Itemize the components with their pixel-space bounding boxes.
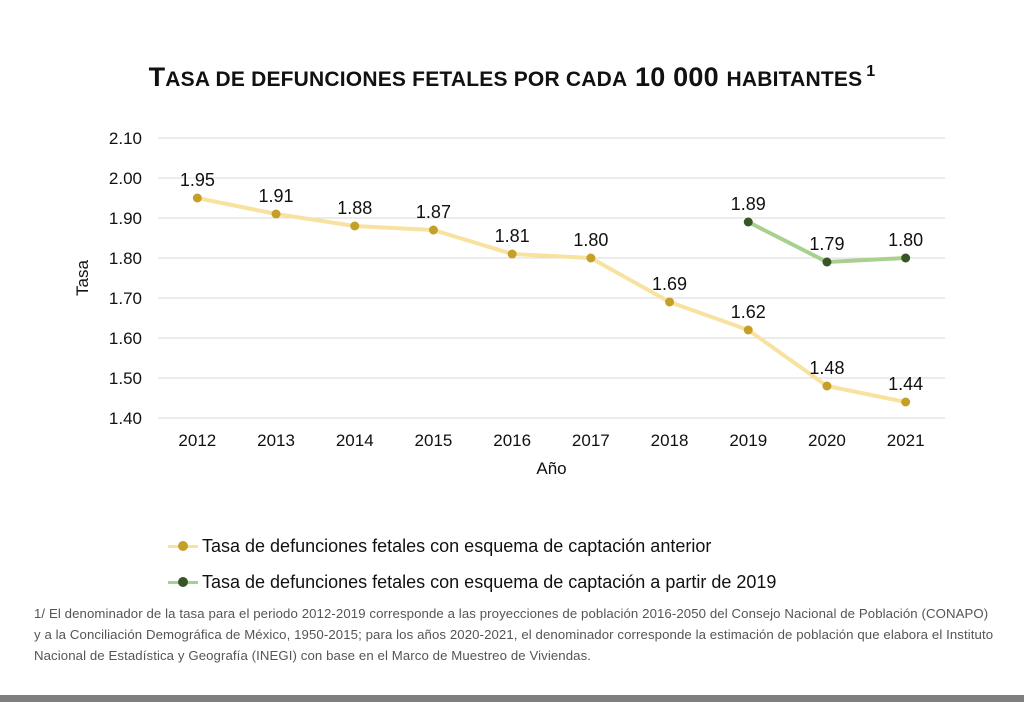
y-tick-label: 2.00 [109,169,142,188]
data-label: 1.48 [809,358,844,378]
series-line-0 [195,196,908,404]
legend-label-anterior: Tasa de defunciones fetales con esquema … [202,535,712,556]
data-point [271,209,281,219]
data-point [743,325,753,335]
legend-item-2019: Tasa de defunciones fetales con esquema … [168,564,776,600]
legend-item-anterior: Tasa de defunciones fetales con esquema … [168,528,776,564]
data-point [901,253,911,263]
data-label: 1.95 [180,170,215,190]
y-tick-label: 2.10 [109,129,142,148]
x-tick-label: 2014 [336,431,374,450]
data-point [507,249,517,259]
chart-title: TASA DE DEFUNCIONES FETALES POR CADA 10 … [148,62,876,92]
data-point [428,225,438,235]
data-label: 1.80 [888,230,923,250]
y-tick-label: 1.70 [109,289,142,308]
data-point [586,253,596,263]
footnote: 1/ El denominador de la tasa para el per… [34,606,994,663]
y-tick-label: 1.80 [109,249,142,268]
y-tick-label: 1.40 [109,409,142,428]
data-point [743,217,753,227]
data-label: 1.62 [731,302,766,322]
data-label: 1.89 [731,194,766,214]
data-point [350,221,360,231]
x-tick-label: 2019 [729,431,767,450]
x-tick-label: 2017 [572,431,610,450]
x-tick-label: 2012 [178,431,216,450]
legend-label-2019: Tasa de defunciones fetales con esquema … [202,571,777,592]
data-label: 1.88 [337,198,372,218]
x-axis-title: Año [536,459,566,478]
data-point [822,257,832,267]
data-point [901,397,911,407]
x-tick-label: 2021 [887,431,925,450]
y-tick-label: 1.90 [109,209,142,228]
data-label: 1.79 [809,234,844,254]
x-tick-label: 2013 [257,431,295,450]
x-tick-label: 2020 [808,431,846,450]
data-label: 1.69 [652,274,687,294]
data-label: 1.81 [495,226,530,246]
y-axis-title: Tasa [73,260,92,296]
data-label: 1.80 [573,230,608,250]
data-point [192,193,202,203]
legend-swatch-2019 [168,573,198,591]
data-label: 1.44 [888,374,923,394]
data-point [665,297,675,307]
x-tick-label: 2015 [415,431,453,450]
bottom-divider [0,695,1024,702]
data-label: 1.87 [416,202,451,222]
line-chart: 1.40 1.50 1.60 1.70 1.80 1.90 2.00 2.10 2012 2013… [73,129,945,478]
x-tick-label: 2018 [651,431,689,450]
data-point [822,381,832,391]
data-label: 1.91 [259,186,294,206]
y-tick-label: 1.50 [109,369,142,388]
legend-swatch-anterior [168,537,198,555]
legend: Tasa de defunciones fetales con esquema … [168,528,776,600]
x-tick-label: 2016 [493,431,531,450]
y-tick-label: 1.60 [109,329,142,348]
